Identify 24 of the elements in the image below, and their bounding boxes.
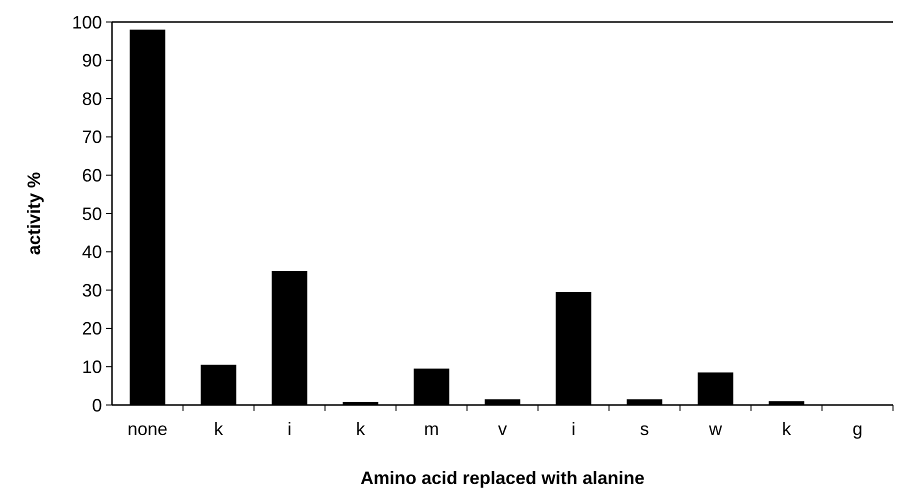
y-tick-label: 60: [82, 166, 102, 186]
x-tick-label: v: [498, 419, 507, 439]
x-tick-label: i: [572, 419, 576, 439]
y-tick-label: 40: [82, 242, 102, 262]
x-axis-title: Amino acid replaced with alanine: [360, 468, 645, 488]
y-tick-label: 0: [92, 395, 102, 416]
x-tick-label: w: [708, 419, 723, 439]
x-tick-label: g: [852, 419, 863, 439]
y-tick-label: 30: [82, 280, 102, 300]
y-tick-label: 20: [82, 318, 102, 339]
y-tick-label: 90: [82, 50, 102, 71]
x-tick-label: none: [127, 419, 168, 439]
x-tick-label: k: [356, 419, 366, 439]
y-tick-label: 50: [82, 204, 102, 224]
x-tick-label: k: [214, 419, 224, 439]
y-tick-label: 100: [72, 12, 102, 32]
x-tick-label: i: [288, 419, 292, 439]
x-tick-label: s: [640, 419, 649, 439]
y-axis-title: activity %: [24, 172, 44, 256]
x-tick-label: m: [424, 419, 439, 439]
y-tick-label: 80: [82, 88, 102, 109]
x-tick-label: k: [782, 419, 792, 439]
y-tick-label: 70: [82, 127, 102, 148]
y-tick-label: 10: [82, 357, 102, 377]
